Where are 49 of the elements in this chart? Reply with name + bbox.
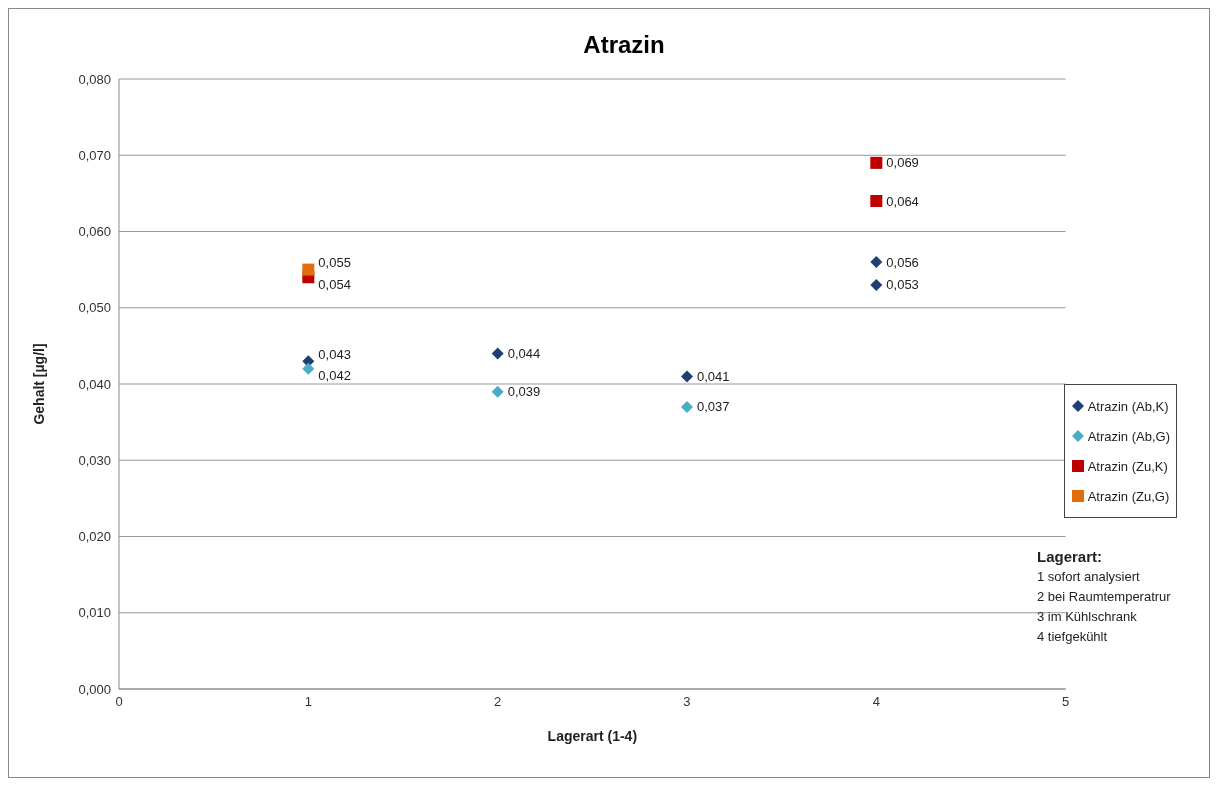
point (680, 370, 693, 383)
y-tick-label: 0,020 (78, 529, 111, 545)
data-label: 0,054 (318, 276, 351, 292)
y-tick-label: 0,030 (78, 452, 111, 468)
point (491, 385, 504, 398)
point (302, 362, 315, 375)
point (870, 156, 883, 169)
y-tick-label: 0,010 (78, 605, 111, 621)
y-tick-label: 0,070 (78, 147, 111, 163)
x-tick-label: 4 (872, 694, 880, 710)
data-label: 0,042 (318, 368, 351, 384)
legend-label: Atrazin (Zu,K) (1086, 457, 1169, 476)
data-label: 0,041 (696, 368, 730, 384)
annotation: 4 tiefgekühlt (1037, 628, 1109, 646)
x-tick-label: 5 (1062, 694, 1070, 710)
data-label: 0,043 (318, 346, 351, 362)
x-axis-title: Lagerart (1-4) (547, 728, 638, 744)
data-label: 0,055 (318, 255, 351, 271)
y-tick-label: 0,060 (78, 224, 111, 240)
data-label: 0,044 (507, 346, 541, 362)
legend-label: Atrazin (Zu,G) (1086, 487, 1170, 506)
point (680, 400, 693, 413)
point (870, 278, 883, 291)
data-label: 0,069 (886, 155, 919, 171)
x-tick-label: 3 (683, 694, 691, 710)
y-tick-label: 0,000 (78, 681, 111, 697)
data-label: 0,037 (696, 399, 730, 415)
point (302, 263, 315, 276)
x-tick-label: 2 (494, 694, 502, 710)
y-tick-label: 0,040 (78, 376, 111, 392)
point (870, 256, 883, 268)
annotation: 3 im Kühlschrank (1037, 608, 1138, 626)
point (870, 195, 883, 207)
data-label: 0,056 (886, 254, 919, 270)
chart-title: Atrazin (582, 31, 666, 59)
data-label: 0,053 (886, 277, 919, 293)
data-label: 0,039 (507, 384, 541, 400)
y-axis-title: Gehalt [µg/l] (30, 343, 47, 425)
x-tick-label: 0 (115, 694, 123, 710)
y-tick-label: 0,080 (78, 71, 111, 87)
y-tick-label: 0,050 (78, 300, 111, 316)
annotation: 1 sofort analysiert (1037, 568, 1141, 586)
x-tick-label: 1 (304, 694, 312, 710)
legend-label: Atrazin (Ab,K) (1086, 397, 1170, 416)
annotation: Lagerart: (1037, 547, 1104, 567)
point (491, 347, 504, 360)
legend-label: Atrazin (Ab,G) (1086, 427, 1170, 446)
annotation: 2 bei Raumtemperatrur (1037, 588, 1171, 606)
data-label: 0,064 (886, 193, 919, 209)
